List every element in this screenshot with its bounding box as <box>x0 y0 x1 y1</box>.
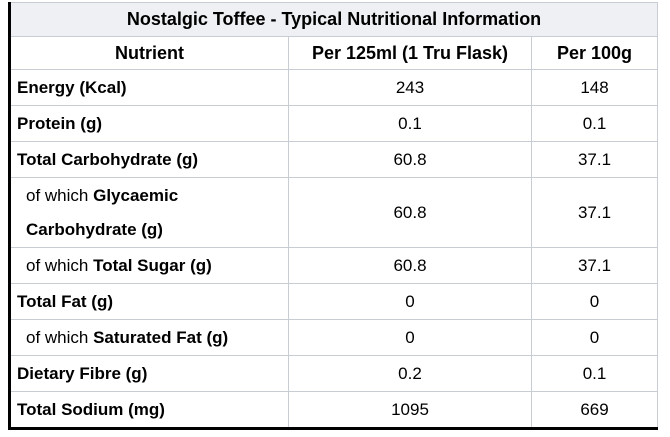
table-title-row: Nostalgic Toffee - Typical Nutritional I… <box>8 2 659 37</box>
value-per-125ml: 0.1 <box>288 105 532 142</box>
value-per-125ml: 0.2 <box>288 355 532 392</box>
value-per-125ml: 1095 <box>288 391 532 429</box>
table-body: Energy (Kcal) 243 148 Protein (g) 0.1 0.1 Tota… <box>9 69 659 429</box>
nutrient-name-cell: of which Saturated Fat (g) <box>9 319 289 356</box>
column-header-nutrient: Nutrient <box>9 36 289 70</box>
nutrient-name: Energy (Kcal) <box>17 78 127 97</box>
value-per-100g: 0.1 <box>530 105 659 142</box>
nutrient-name: Total Sugar (g) <box>93 256 212 275</box>
value-per-100g: 37.1 <box>530 247 659 284</box>
value-per-125ml: 0 <box>288 283 532 320</box>
value-per-100g: 0 <box>530 283 659 320</box>
table-row: Total Sodium (mg) 1095 669 <box>9 391 659 429</box>
nutrient-name: Glycaemic Carbohydrate (g) <box>26 185 179 239</box>
table-row: of which Saturated Fat (g) 0 0 <box>9 319 659 356</box>
nutrient-name-cell: Energy (Kcal) <box>9 69 289 106</box>
value-per-125ml: 243 <box>288 69 532 106</box>
nutrient-name: Total Fat (g) <box>17 292 113 311</box>
nutrient-name-cell: Total Carbohydrate (g) <box>9 141 289 178</box>
nutrient-name-cell: Total Fat (g) <box>9 283 289 320</box>
nutrient-name: Protein (g) <box>17 114 102 133</box>
table-row: of which Glycaemic Carbohydrate (g) 60.8 37… <box>9 177 659 248</box>
table-row: of which Total Sugar (g) 60.8 37.1 <box>9 247 659 284</box>
value-per-125ml: 60.8 <box>288 247 532 284</box>
value-per-100g: 148 <box>530 69 659 106</box>
value-per-100g: 669 <box>530 391 659 429</box>
table-row: Total Fat (g) 0 0 <box>9 283 659 320</box>
value-per-100g: 37.1 <box>530 141 659 178</box>
nutrient-name: Dietary Fibre (g) <box>17 364 148 383</box>
of-which-prefix: of which <box>26 256 94 275</box>
table-row: Protein (g) 0.1 0.1 <box>9 105 659 142</box>
nutrient-name-cell: of which Total Sugar (g) <box>9 247 289 284</box>
nutrient-name: Total Sodium (mg) <box>17 400 165 419</box>
table-row: Total Carbohydrate (g) 60.8 37.1 <box>9 141 659 178</box>
table-row: Energy (Kcal) 243 148 <box>9 69 659 106</box>
column-header-per-100g: Per 100g <box>530 36 659 70</box>
nutrient-name: Total Carbohydrate (g) <box>17 150 199 169</box>
table-header-row: Nutrient Per 125ml (1 Tru Flask) Per 100… <box>9 36 659 70</box>
column-header-per-125ml: Per 125ml (1 Tru Flask) <box>288 36 532 70</box>
value-per-100g: 0 <box>530 319 659 356</box>
value-per-100g: 37.1 <box>530 177 659 248</box>
nutrition-table: Nostalgic Toffee - Typical Nutritional I… <box>8 2 659 430</box>
nutrient-name-cell: of which Glycaemic Carbohydrate (g) <box>9 177 289 248</box>
table-title: Nostalgic Toffee - Typical Nutritional I… <box>8 2 659 37</box>
of-which-prefix: of which <box>26 328 94 347</box>
value-per-125ml: 0 <box>288 319 532 356</box>
of-which-prefix: of which <box>26 185 94 205</box>
nutrient-name-cell: Protein (g) <box>9 105 289 142</box>
nutrient-name-cell: Total Sodium (mg) <box>9 391 289 429</box>
value-per-125ml: 60.8 <box>288 177 532 248</box>
value-per-100g: 0.1 <box>530 355 659 392</box>
nutrient-name: Saturated Fat (g) <box>93 328 229 347</box>
nutrient-name-cell: Dietary Fibre (g) <box>9 355 289 392</box>
table-row: Dietary Fibre (g) 0.2 0.1 <box>9 355 659 392</box>
value-per-125ml: 60.8 <box>288 141 532 178</box>
